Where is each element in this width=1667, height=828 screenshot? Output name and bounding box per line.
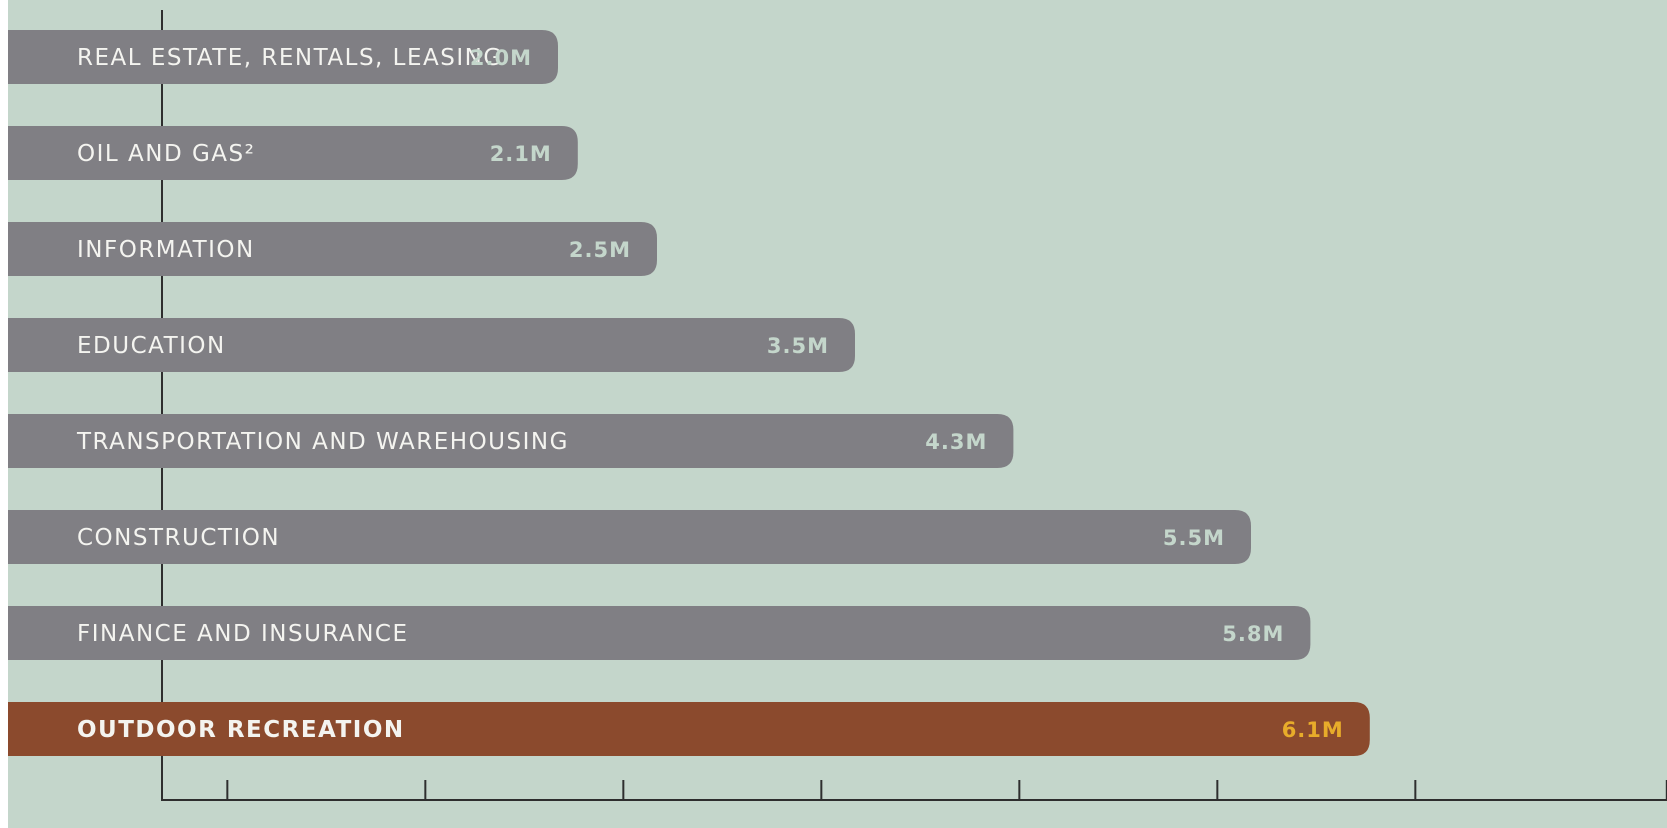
bar [8, 318, 855, 372]
bar-value-label: 2.5M [569, 238, 631, 262]
bar [8, 222, 657, 276]
bar-label: TRANSPORTATION AND WAREHOUSING [76, 429, 569, 455]
bar-value-label: 2.0M [470, 46, 532, 70]
bar [8, 30, 558, 84]
bar-group: TRANSPORTATION AND WAREHOUSING 4.3M [8, 414, 1014, 468]
bar-group: FINANCE AND INSURANCE 5.8M [8, 606, 1311, 660]
bar-value-label: 3.5M [767, 334, 829, 358]
bar-value-label: 4.3M [925, 430, 987, 454]
bar-group: OUTDOOR RECREATION 6.1M [8, 702, 1370, 756]
bar [8, 510, 1251, 564]
bar [8, 414, 1014, 468]
bar-value-label: 2.1M [490, 142, 552, 166]
bar-label: REAL ESTATE, RENTALS, LEASING [77, 45, 503, 71]
bar [8, 126, 578, 180]
bar-group: EDUCATION 3.5M [8, 318, 855, 372]
bar-label: INFORMATION [77, 237, 255, 263]
bar-group: INFORMATION 2.5M [8, 222, 657, 276]
bar-highlight [8, 702, 1370, 756]
bar-label: EDUCATION [77, 333, 226, 359]
bar-group: OIL AND GAS² 2.1M [8, 126, 578, 180]
bar-label: CONSTRUCTION [77, 525, 280, 551]
bar-label: OUTDOOR RECREATION [77, 717, 405, 743]
bar-label: FINANCE AND INSURANCE [77, 621, 409, 647]
bar-value-label: 5.8M [1222, 622, 1284, 646]
bar-label: OIL AND GAS² [77, 141, 255, 167]
bar [8, 606, 1311, 660]
bar-value-label: 6.1M [1282, 718, 1344, 742]
bar-value-label: 5.5M [1163, 526, 1225, 550]
axes-layer [161, 780, 1667, 801]
bar-group: CONSTRUCTION 5.5M [8, 510, 1251, 564]
